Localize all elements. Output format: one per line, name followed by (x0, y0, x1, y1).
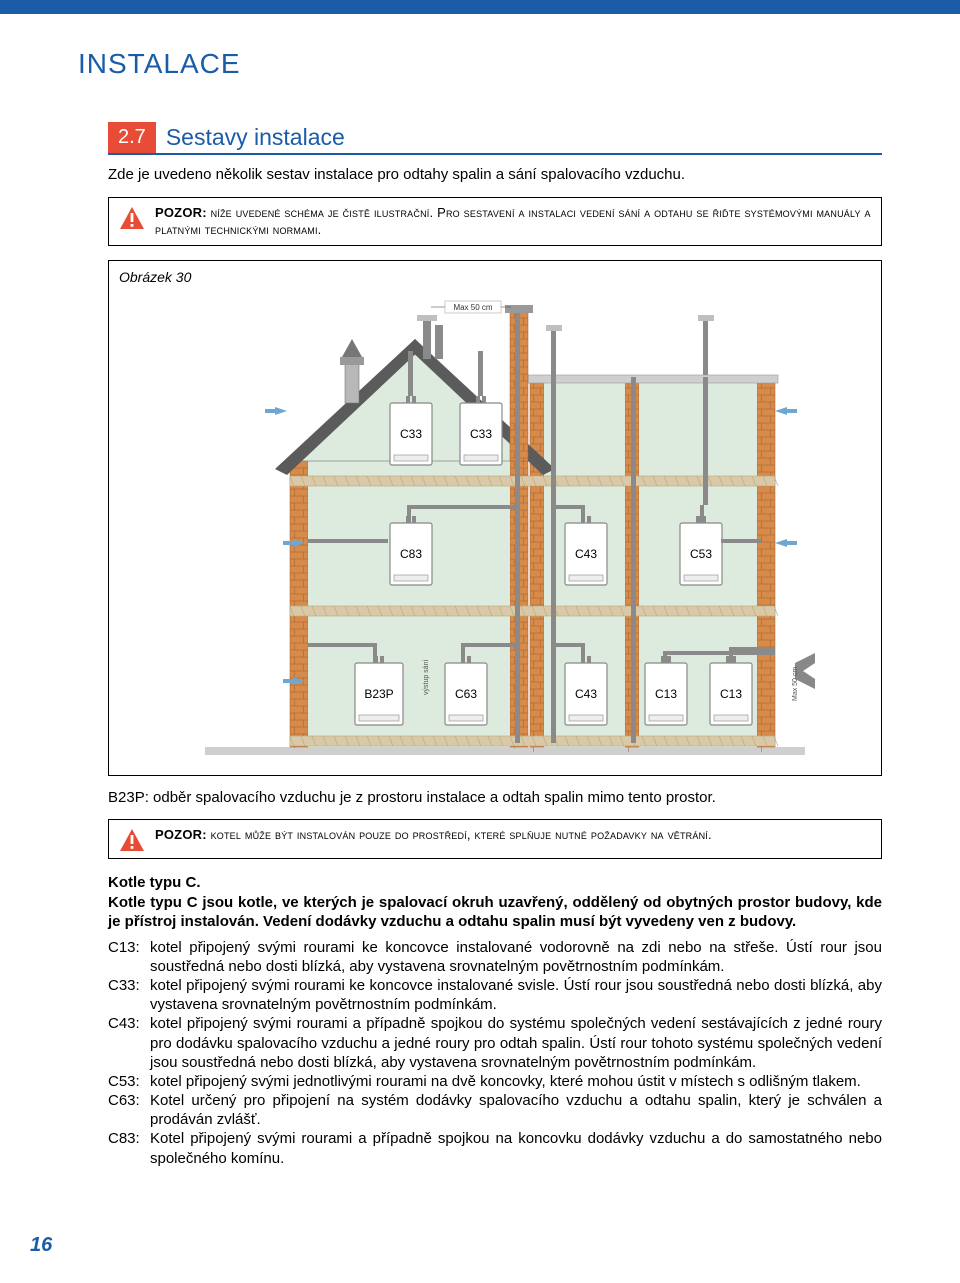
definition-row: C83:Kotel připojený svými rourami a příp… (108, 1129, 882, 1167)
svg-text:C33: C33 (400, 427, 422, 441)
page-title: INSTALACE (78, 48, 882, 80)
svg-text:Max 50 cm: Max 50 cm (453, 303, 492, 312)
svg-text:C13: C13 (655, 687, 677, 701)
definition-text: Kotel připojený svými rourami a případně… (150, 1129, 882, 1167)
warning-label-2: POZOR: (155, 827, 207, 842)
svg-text:C63: C63 (455, 687, 477, 701)
installation-diagram: Max 50 cm C33 C33 C83 C43 C53 B23P C63 C43 C13 C13… (155, 291, 835, 761)
warning-text-1: POZOR: níže uvedené schéma je čistě ilus… (155, 204, 871, 239)
definition-row: C13:kotel připojený svými rourami ke kon… (108, 938, 882, 976)
warning-box-1: POZOR: níže uvedené schéma je čistě ilus… (108, 197, 882, 246)
definition-text: kotel připojený svými rourami ke koncovc… (150, 938, 882, 976)
definition-row: C43:kotel připojený svými rourami a příp… (108, 1014, 882, 1072)
definition-text: kotel připojený svými jednotlivými roura… (150, 1072, 882, 1091)
section-header: 2.7 Sestavy instalace (108, 122, 882, 155)
warning-icon (119, 828, 145, 852)
warning-label-1: POZOR: (155, 205, 207, 220)
top-bar (0, 0, 960, 14)
svg-text:výstup sání: výstup sání (423, 659, 430, 694)
definition-text: kotel připojený svými rourami a případně… (150, 1014, 882, 1072)
definition-row: C33:kotel připojený svými rourami ke kon… (108, 976, 882, 1014)
definition-row: C63:Kotel určený pro připojení na systém… (108, 1091, 882, 1129)
type-definitions: C13:kotel připojený svými rourami ke kon… (108, 938, 882, 1168)
svg-text:C33: C33 (470, 427, 492, 441)
warning-box-2: POZOR: kotel může být instalován pouze d… (108, 819, 882, 859)
kotle-heading: Kotle typu C. (108, 873, 882, 893)
svg-text:C53: C53 (690, 547, 712, 561)
svg-text:C43: C43 (575, 547, 597, 561)
definition-code: C83: (108, 1129, 150, 1167)
section-intro: Zde je uvedeno několik sestav instalace … (108, 165, 882, 185)
definition-text: Kotel určený pro připojení na systém dod… (150, 1091, 882, 1129)
warning-icon (119, 206, 145, 230)
definition-code: C33: (108, 976, 150, 1014)
definition-code: C43: (108, 1014, 150, 1072)
definition-text: kotel připojený svými rourami ke koncovc… (150, 976, 882, 1014)
figure-box: Obrázek 30 Max 50 cm C33 C33 C83 C43 C53 B23P C… (108, 260, 882, 776)
svg-text:C13: C13 (720, 687, 742, 701)
definition-code: C53: (108, 1072, 150, 1091)
figure-label: Obrázek 30 (119, 269, 871, 285)
definition-row: C53:kotel připojený svými jednotlivými r… (108, 1072, 882, 1091)
b23p-definition: B23P: odběr spalovacího vzduchu je z pro… (108, 788, 882, 808)
svg-text:C43: C43 (575, 687, 597, 701)
page-content: INSTALACE 2.7 Sestavy instalace Zde je u… (0, 0, 960, 1168)
definition-code: C13: (108, 938, 150, 976)
warning-body-2: kotel může být instalován pouze do prost… (211, 827, 712, 842)
svg-text:C83: C83 (400, 547, 422, 561)
page-number: 16 (30, 1234, 52, 1257)
definition-code: C63: (108, 1091, 150, 1129)
section-number: 2.7 (108, 122, 156, 153)
section-title: Sestavy instalace (166, 124, 345, 151)
warning-text-2: POZOR: kotel může být instalován pouze d… (155, 826, 712, 844)
svg-text:B23P: B23P (364, 687, 393, 701)
warning-body-1: níže uvedené schéma je čistě ilustrační.… (155, 205, 871, 238)
kotle-body: Kotle typu C jsou kotle, ve kterých je s… (108, 893, 882, 932)
svg-text:Max 50 cm: Max 50 cm (792, 666, 799, 700)
